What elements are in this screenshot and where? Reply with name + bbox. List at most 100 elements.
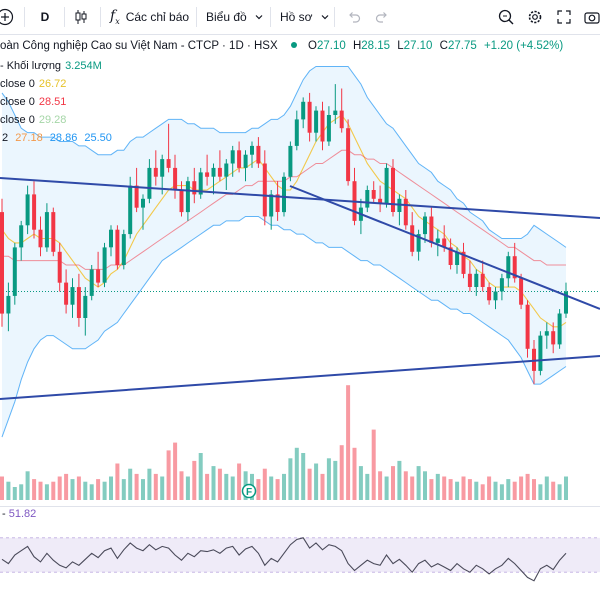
candle-body xyxy=(294,119,299,146)
volume-bar xyxy=(121,479,126,500)
volume-bar xyxy=(6,481,11,500)
volume-bar xyxy=(544,476,549,500)
interval-button[interactable]: D xyxy=(40,10,50,24)
volume-bar xyxy=(358,466,363,500)
candle-body xyxy=(25,194,30,226)
candle-body xyxy=(256,145,261,164)
candle-body xyxy=(467,273,472,287)
volume-bar xyxy=(429,479,434,500)
volume-bar xyxy=(391,466,395,500)
volume-bar xyxy=(269,476,274,500)
volume-bar xyxy=(64,473,69,500)
ma-slow-label: close 0 xyxy=(0,96,35,108)
candle-body xyxy=(429,216,434,243)
volume-bar xyxy=(192,460,197,500)
volume-bar xyxy=(217,468,222,500)
volume-bar xyxy=(378,471,383,500)
profile-dropdown[interactable]: Hồ sơ xyxy=(280,0,331,34)
candle-body xyxy=(506,256,511,279)
add-symbol-button[interactable] xyxy=(0,0,18,34)
candle-body xyxy=(141,198,145,208)
volume-bar xyxy=(442,476,447,500)
chart-style-button[interactable] xyxy=(70,0,92,34)
volume-bar xyxy=(326,458,331,500)
volume-bar xyxy=(474,481,479,500)
candle-body xyxy=(442,238,447,248)
change-value: +1.20 (+4.52%) xyxy=(483,40,564,52)
candle-body xyxy=(51,212,56,252)
event-marker-label: F xyxy=(246,487,252,498)
candle-body xyxy=(237,150,242,168)
candle-body xyxy=(487,287,492,301)
camera-icon xyxy=(584,12,600,24)
candle-body xyxy=(198,172,203,195)
candle-body xyxy=(6,295,11,314)
candle-body xyxy=(307,101,312,133)
volume-bar xyxy=(403,471,408,500)
volume-bar xyxy=(480,484,485,500)
volume-bar xyxy=(44,484,49,500)
volume-bar xyxy=(70,479,75,500)
volume-bar xyxy=(224,473,229,500)
legend-ma-long[interactable]: close 0 29.28 xyxy=(0,112,66,128)
price-chart[interactable]: F xyxy=(0,35,600,600)
legend-ma-fast[interactable]: close 0 26.72 xyxy=(0,76,66,92)
legend-ma-slow[interactable]: close 0 28.51 xyxy=(0,94,66,110)
candle-body xyxy=(339,110,344,129)
candle-body xyxy=(38,229,43,248)
candle-body xyxy=(153,167,158,177)
ma-long-value: 29.28 xyxy=(38,114,67,126)
candle-body xyxy=(384,167,389,204)
volume-bar xyxy=(115,463,120,500)
toolbar-divider xyxy=(100,7,101,27)
chevron-down-icon xyxy=(321,15,328,20)
toolbar-divider xyxy=(64,7,65,27)
volume-bar xyxy=(19,484,24,500)
candle-body xyxy=(461,251,466,274)
market-status-dot xyxy=(290,42,297,48)
candle-body xyxy=(12,247,17,296)
candle-body xyxy=(455,251,460,265)
candles-icon xyxy=(75,10,87,24)
symbol-title[interactable]: oàn Công nghiệp Cao su Việt Nam - CTCP ·… xyxy=(0,40,278,52)
indicators-button[interactable]: fx Các chỉ báo xyxy=(110,0,189,34)
legend-volume[interactable]: - Khối lượng 3.254M xyxy=(0,58,102,74)
volume-bar xyxy=(275,479,280,500)
bb-upper-value: 28.86 xyxy=(49,132,78,144)
volume-bar xyxy=(320,473,325,500)
redo-button[interactable] xyxy=(372,0,392,34)
volume-bar xyxy=(83,481,88,500)
volume-bar xyxy=(288,458,293,500)
candle-body xyxy=(365,190,370,208)
legend-bollinger[interactable]: 2 27.18 28.86 25.50 xyxy=(0,130,112,146)
volume-bar xyxy=(198,453,203,500)
chart-type-dropdown[interactable]: Biểu đồ xyxy=(206,0,265,34)
candle-body xyxy=(134,185,139,208)
candle-body xyxy=(320,110,325,142)
open-value: 27.10 xyxy=(316,40,346,52)
volume-bar xyxy=(294,447,299,500)
volume-bar xyxy=(282,473,286,500)
toolbar-divider xyxy=(196,7,197,27)
snapshot-button[interactable] xyxy=(584,0,600,34)
rsi-pane[interactable] xyxy=(0,506,600,601)
candle-body xyxy=(551,331,556,345)
bollinger-fill xyxy=(2,66,566,438)
candle-body xyxy=(230,150,235,164)
undo-button[interactable] xyxy=(344,0,364,34)
bollinger-upper-line xyxy=(1,66,567,248)
event-marker xyxy=(241,483,257,499)
candle-body xyxy=(192,181,197,195)
search-button[interactable] xyxy=(496,0,516,34)
settings-button[interactable] xyxy=(525,0,545,34)
close-value: 27.75 xyxy=(447,40,477,52)
candle-body xyxy=(474,273,479,287)
volume-bar xyxy=(25,471,30,500)
volume-bar xyxy=(410,476,415,500)
candle-body xyxy=(519,278,524,305)
volume-label: - Khối lượng xyxy=(0,60,62,72)
volume-bar xyxy=(141,479,145,500)
fullscreen-button[interactable] xyxy=(554,0,574,34)
volume-bar xyxy=(128,468,133,500)
volume-bar xyxy=(499,484,504,500)
